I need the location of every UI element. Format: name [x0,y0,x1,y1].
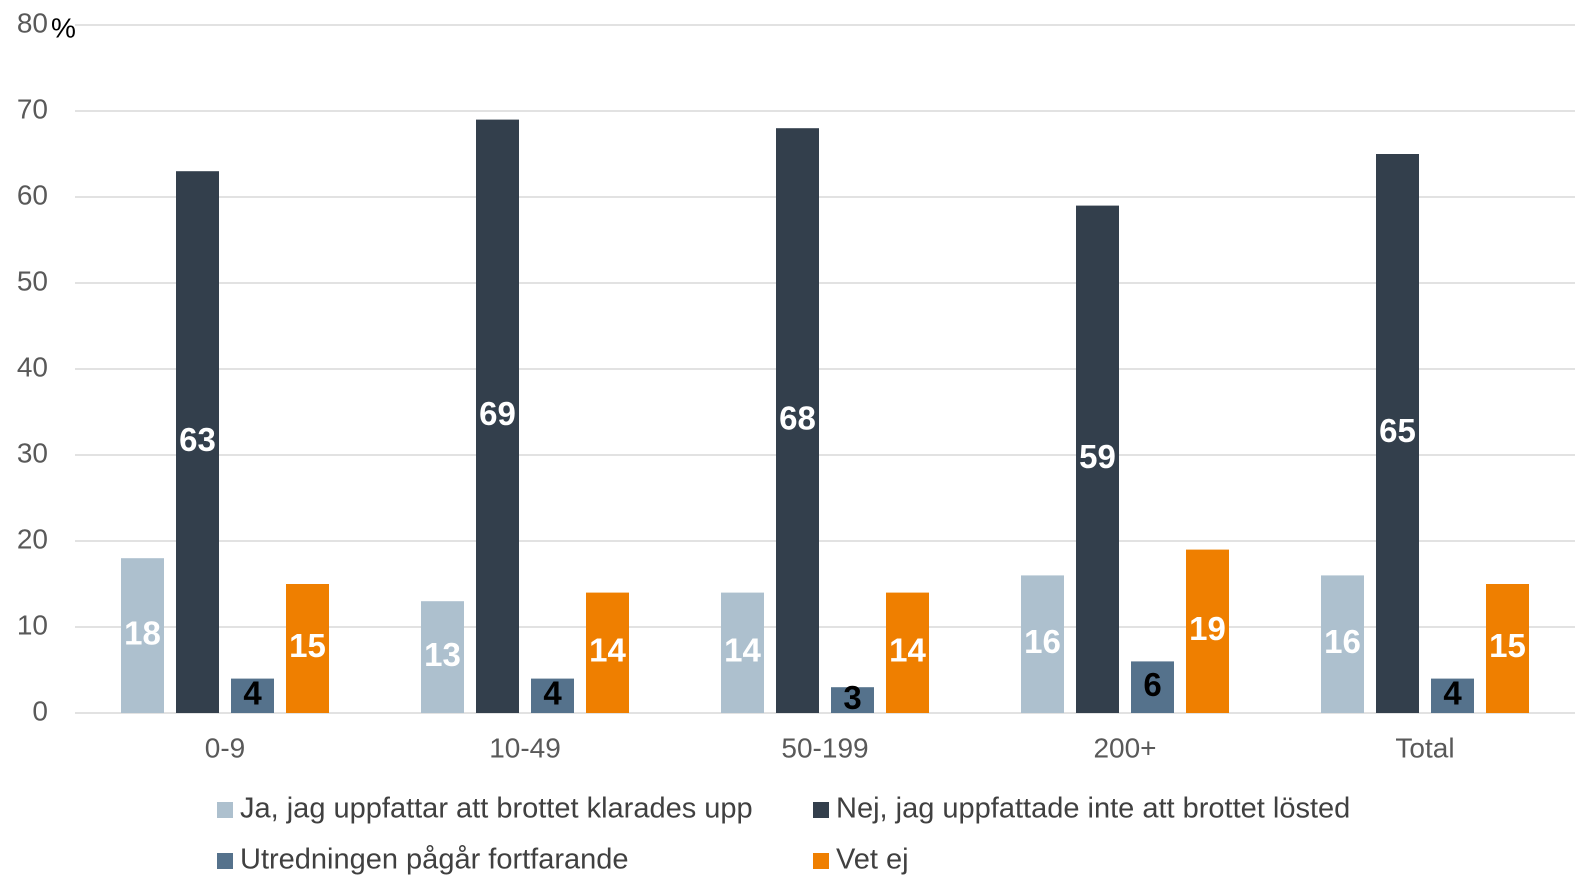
legend-swatch [813,853,829,869]
value-label: 18 [124,614,161,651]
value-label: 13 [424,636,461,673]
value-label: 68 [779,399,816,436]
legend-label: Vet ej [836,844,909,876]
bar [886,592,929,713]
bar [831,687,874,713]
legend-label: Ja, jag uppfattar att brottet klarades u… [240,793,753,825]
y-tick-label: 10 [17,609,48,640]
y-tick-label: 0 [32,695,48,726]
x-tick-label: 10-49 [489,732,561,763]
value-label: 6 [1143,666,1161,703]
bar [1321,575,1364,713]
bar [421,601,464,713]
legend-swatch [217,802,233,818]
value-label: 65 [1379,412,1416,449]
bar [531,678,574,713]
bar [176,171,219,713]
value-label: 16 [1324,623,1361,660]
bar [286,584,329,713]
value-label: 14 [589,632,626,669]
bar [121,558,164,713]
value-label: 15 [289,627,326,664]
value-label: 15 [1489,627,1526,664]
y-tick-label: 20 [17,523,48,554]
bar [1186,549,1229,713]
bar [1131,661,1174,713]
bar [476,119,519,714]
y-tick-label: 80 [17,7,48,38]
value-label: 4 [243,675,262,712]
bar [1431,678,1474,713]
legend-label: Utredningen pågår fortfarande [240,844,629,876]
value-label: 3 [843,679,861,716]
x-tick-label: 0-9 [205,732,245,763]
value-label: 69 [479,395,516,432]
bar [1021,575,1064,713]
bar [231,678,274,713]
value-label: 16 [1024,623,1061,660]
value-label: 59 [1079,438,1116,475]
y-tick-label: 30 [17,437,48,468]
value-label: 4 [1443,675,1462,712]
bar [1376,154,1419,713]
bar [721,592,764,713]
value-label: 19 [1189,610,1226,647]
y-tick-label: 70 [17,93,48,124]
value-label: 4 [543,675,562,712]
y-tick-label: 50 [17,265,48,296]
value-label: 14 [724,632,761,669]
x-tick-label: Total [1395,732,1454,763]
x-tick-label: 50-199 [781,732,868,763]
y-tick-label: 60 [17,179,48,210]
legend-swatch [813,802,829,818]
bar [586,592,629,713]
value-label: 63 [179,421,216,458]
legend-swatch [217,853,233,869]
value-label: 14 [889,632,926,669]
legend-label: Nej, jag uppfattade inte att brottet lös… [836,793,1350,825]
x-tick-label: 200+ [1093,732,1156,763]
bar [1076,205,1119,713]
y-tick-label: 40 [17,351,48,382]
y-unit: % [51,12,76,43]
bar [776,128,819,713]
bar [1486,584,1529,713]
